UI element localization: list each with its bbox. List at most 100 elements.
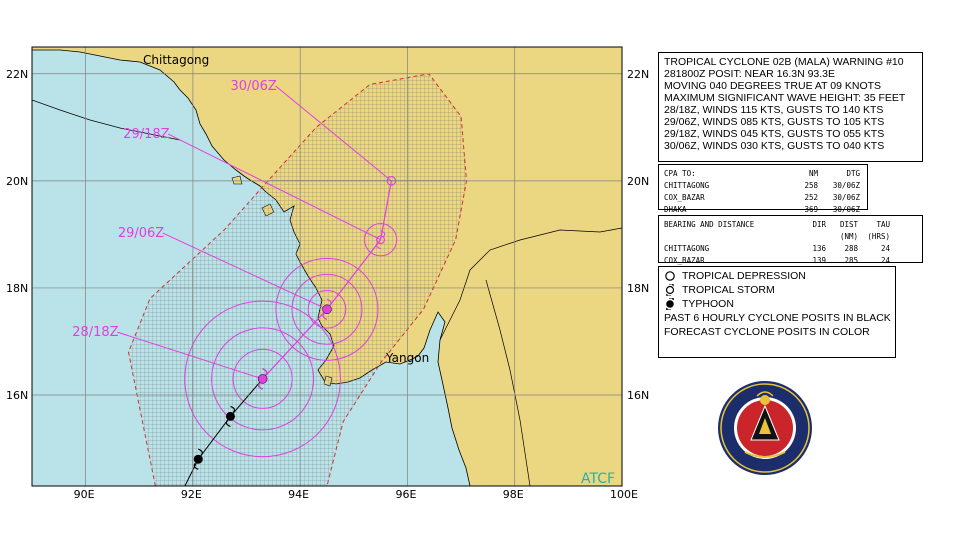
forecast-time-label: 28/18Z: [72, 325, 118, 340]
latitude-tick-label-left: 16N: [6, 389, 28, 402]
warning-line: 28/18Z, WINDS 115 KTS, GUSTS TO 140 KTS: [664, 104, 884, 116]
table-cell: 30/06Z: [832, 205, 860, 214]
longitude-tick-label: 96E: [395, 488, 416, 501]
forecast-label-leader-line: [167, 133, 381, 241]
tropical-depression-icon: [665, 271, 675, 281]
navy-meteorology-oceanography-seal-icon: [718, 381, 812, 475]
country-border: [485, 279, 531, 486]
longitude-tick-label: 92E: [181, 488, 202, 501]
past-track-line: [184, 378, 264, 486]
atcf-watermark: ATCF: [581, 471, 615, 487]
wind-radius-circle: [232, 348, 293, 409]
wind-radius-circle: [291, 273, 363, 345]
table-cell: (HRS): [867, 232, 890, 241]
typhoon-icon: [666, 298, 674, 310]
table-cell: COX_BAZAR: [664, 193, 705, 202]
warning-line: 30/06Z, WINDS 030 KTS, GUSTS TO 040 KTS: [664, 140, 885, 152]
warning-line: TROPICAL CYCLONE 02B (MALA) WARNING #10: [664, 56, 904, 68]
wind-radius-circle: [211, 327, 315, 431]
place-label-yangon: Yangon: [385, 351, 429, 365]
table-cell: CHITTAGONG: [664, 181, 710, 190]
table-cell: 285: [844, 256, 858, 265]
table-cell: TAU: [876, 220, 890, 229]
table-cell: 24: [880, 244, 890, 253]
wind-radius-circle: [364, 223, 398, 257]
typhoon-marker-arm: [258, 368, 268, 390]
legend-row: TROPICAL STORM: [664, 283, 890, 297]
table-cell: (NM): [839, 232, 858, 241]
table-cell: 369: [804, 205, 818, 214]
cpa-header-row: CPA TO: NM DTG: [664, 168, 862, 180]
table-cell: 24: [880, 256, 890, 265]
forecast-time-label: 29/18Z: [123, 127, 169, 142]
warning-line: MOVING 040 DEGREES TRUE AT 09 KNOTS: [664, 80, 882, 92]
table-cell: 288: [844, 244, 858, 253]
tropical-storm-marker-arm: [376, 230, 386, 250]
forecast-label-leader-line: [275, 85, 392, 182]
danger-area-swath: [127, 73, 468, 486]
country-border: [32, 99, 181, 141]
table-cell: 252: [804, 193, 818, 202]
bearing-row: COX_BAZAR 139 285 24: [664, 255, 917, 267]
latitude-tick-label-left: 20N: [6, 175, 28, 188]
latitude-tick-label-left: 22N: [6, 68, 28, 81]
table-cell: CPA TO:: [664, 169, 696, 178]
place-label-chittagong: Chittagong: [143, 53, 209, 67]
legend-label: TYPHOON: [682, 298, 734, 310]
island: [231, 175, 243, 185]
legend-label: TROPICAL DEPRESSION: [682, 270, 806, 282]
table-cell: NM: [808, 169, 818, 178]
table-cell: DIR: [812, 220, 826, 229]
forecast-track-line: [262, 180, 392, 380]
table-cell: DHAKA: [664, 205, 687, 214]
legend-label: TROPICAL STORM: [682, 284, 775, 296]
table-cell: DTG: [846, 169, 860, 178]
forecast-time-label: 30/06Z: [230, 79, 276, 94]
table-cell: [664, 231, 794, 243]
cpa-row: COX_BAZAR 252 30/06Z: [664, 192, 862, 204]
latitude-tick-label-right: 16N: [627, 389, 649, 402]
legend-box: TROPICAL DEPRESSION TROPICAL STORM TYPHO…: [658, 266, 896, 358]
table-cell: 258: [804, 181, 818, 190]
typhoon-marker-arm: [322, 298, 332, 320]
cpa-table: CPA TO: NM DTG CHITTAGONG 258 30/06Z COX_BAZAR…: [658, 164, 868, 214]
bearing-row: CHITTAGONG 136 288 24: [664, 243, 917, 255]
table-cell: 30/06Z: [832, 181, 860, 190]
table-cell: [794, 231, 826, 243]
forecast-typhoon-marker: [257, 374, 268, 384]
longitude-tick-label: 94E: [288, 488, 309, 501]
longitude-tick-label: 90E: [74, 488, 95, 501]
warning-line: 29/18Z, WINDS 045 KTS, GUSTS TO 055 KTS: [664, 128, 885, 140]
longitude-tick-label: 98E: [503, 488, 524, 501]
country-border: [439, 227, 622, 341]
wind-radius-circle: [184, 300, 341, 458]
legend-row: TROPICAL DEPRESSION: [664, 269, 890, 283]
table-cell: CHITTAGONG: [664, 244, 710, 253]
warning-info-box: TROPICAL CYCLONE 02B (MALA) WARNING #10 2…: [658, 52, 923, 162]
warning-line: 281800Z POSIT: NEAR 16.3N 93.3E: [664, 68, 836, 80]
bearing-header-row: BEARING AND DISTANCE DIR DIST TAU: [664, 219, 917, 231]
table-cell: 139: [812, 256, 826, 265]
map-frame: [31, 46, 623, 487]
latitude-tick-label-right: 20N: [627, 175, 649, 188]
legend-note: PAST 6 HOURLY CYCLONE POSITS IN BLACK: [664, 312, 891, 324]
past-position-typhoon-marker: [193, 454, 203, 464]
table-cell: 30/06Z: [832, 193, 860, 202]
table-cell: COX_BAZAR: [664, 256, 705, 265]
bearing-subheader-row: (NM) (HRS): [664, 231, 917, 243]
latitude-tick-label-right: 18N: [627, 282, 649, 295]
warning-line: MAXIMUM SIGNIFICANT WAVE HEIGHT: 35 FEET: [664, 92, 906, 104]
table-cell: 136: [812, 244, 826, 253]
legend-row: TYPHOON: [664, 297, 890, 311]
table-cell: BEARING AND DISTANCE: [664, 220, 755, 229]
typhoon-marker-arm: [193, 448, 203, 470]
wind-radius-circle: [275, 257, 379, 361]
typhoon-marker-arm: [225, 405, 236, 427]
legend-note: FORECAST CYCLONE POSITS IN COLOR: [664, 326, 870, 338]
longitude-tick-label: 100E: [610, 488, 638, 501]
past-position-typhoon-marker: [225, 411, 235, 421]
warning-line: 29/06Z, WINDS 085 KTS, GUSTS TO 105 KTS: [664, 116, 885, 128]
cpa-row: CHITTAGONG 258 30/06Z: [664, 180, 862, 192]
wind-radius-circle: [307, 290, 347, 329]
